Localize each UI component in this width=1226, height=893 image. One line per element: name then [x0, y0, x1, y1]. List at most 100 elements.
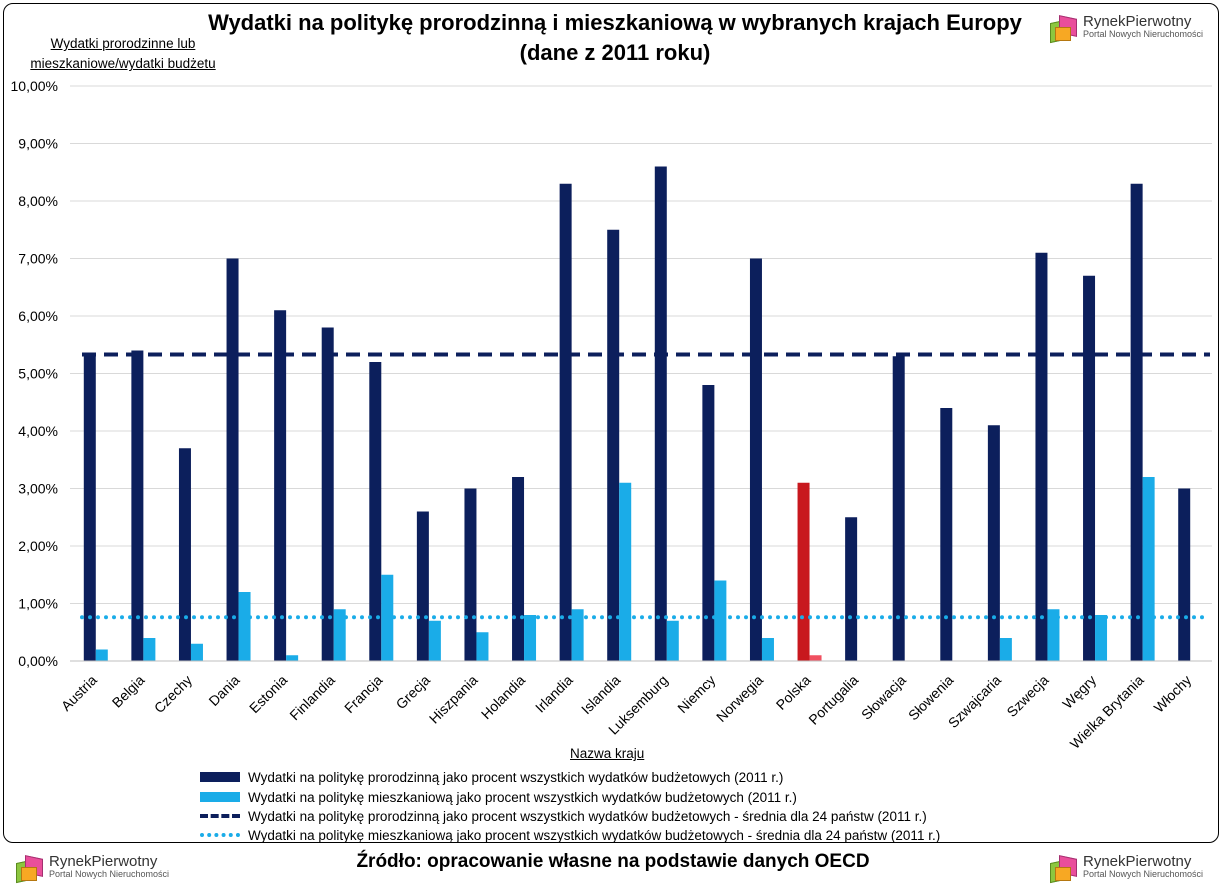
- bar-family: [226, 258, 239, 661]
- y-tick-label: 6,00%: [18, 308, 58, 324]
- bar-family: [464, 488, 477, 661]
- logo-cube-icon: [16, 855, 44, 884]
- x-tick-label: Włochy: [1151, 672, 1195, 716]
- bar-family: [702, 385, 715, 661]
- x-tick-label: Czechy: [151, 672, 195, 716]
- logo-name-a: Rynek: [1083, 853, 1126, 870]
- x-tick-label: Finlandia: [286, 672, 338, 724]
- bar-housing: [714, 580, 727, 661]
- bar-family: [892, 356, 905, 661]
- y-tick-label: 4,00%: [18, 423, 58, 439]
- bar-family: [607, 229, 620, 661]
- legend-item-family-spending: Wydatki na politykę prorodzinną jako pro…: [200, 768, 783, 786]
- bar-family: [845, 517, 858, 661]
- bar-family: [512, 477, 525, 661]
- y-tick-label: 10,00%: [11, 78, 58, 94]
- y-tick-label: 7,00%: [18, 251, 58, 267]
- x-tick-label: Austria: [58, 672, 100, 714]
- bar-housing: [999, 638, 1012, 661]
- logo-cube-icon: [1050, 855, 1078, 884]
- bar-family: [321, 327, 334, 661]
- logo-subtitle: Portal Nowych Nieruchomości: [1083, 29, 1204, 39]
- y-tick-label: 8,00%: [18, 193, 58, 209]
- bar-housing: [143, 638, 156, 661]
- legend-label-family-spending: Wydatki na politykę prorodzinną jako pro…: [248, 769, 784, 785]
- y-axis-label-line1: Wydatki prorodzinne lub: [50, 36, 196, 51]
- x-tick-label: Szwecja: [1003, 672, 1051, 720]
- bar-family: [1083, 275, 1096, 661]
- chart-frame: [3, 3, 1219, 843]
- y-tick-label: 1,00%: [18, 596, 58, 612]
- legend-swatch-housing-average: [200, 826, 240, 844]
- legend-label-family-average: Wydatki na politykę prorodzinną jako pro…: [248, 808, 927, 824]
- legend-item-family-average: Wydatki na politykę prorodzinną jako pro…: [200, 807, 927, 825]
- x-tick-label: Islandia: [578, 672, 624, 718]
- bar-housing: [286, 655, 299, 661]
- logo-name-b: Pierwotny: [91, 853, 158, 870]
- bar-housing: [238, 592, 251, 661]
- x-tick-label: Niemcy: [674, 672, 718, 716]
- y-axis-label-line2: mieszkaniowe/wydatki budżetu: [30, 56, 216, 71]
- legend-swatch-housing-spending: [200, 788, 240, 806]
- bar-family: [797, 482, 810, 661]
- y-tick-label: 9,00%: [18, 136, 58, 152]
- x-axis-label: Nazwa kraju: [570, 746, 645, 761]
- bar-housing: [476, 632, 489, 661]
- logo-name-b: Pierwotny: [1125, 13, 1192, 30]
- legend-label-housing-spending: Wydatki na politykę mieszkaniową jako pr…: [248, 789, 797, 805]
- bar-family: [369, 362, 382, 661]
- chart-title-line1: Wydatki na politykę prorodzinną i mieszk…: [208, 10, 1022, 35]
- x-tick-label: Grecja: [393, 672, 434, 713]
- logo-subtitle: Portal Nowych Nieruchomości: [49, 869, 170, 879]
- x-tick-label: Słowacja: [858, 672, 909, 723]
- y-tick-label: 5,00%: [18, 366, 58, 382]
- logo-subtitle: Portal Nowych Nieruchomości: [1083, 869, 1204, 879]
- bar-family: [987, 425, 1000, 661]
- bar-housing: [190, 643, 203, 661]
- x-tick-label: Hiszpania: [426, 672, 481, 727]
- bar-housing: [1142, 477, 1155, 661]
- legend-swatch-family-spending: [200, 768, 240, 786]
- legend-item-housing-average: Wydatki na politykę mieszkaniową jako pr…: [200, 826, 940, 844]
- x-tick-label: Polska: [773, 672, 814, 713]
- y-tick-label: 0,00%: [18, 653, 58, 669]
- legend-swatch-family-average: [200, 807, 240, 825]
- x-tick-label: Holandia: [478, 672, 529, 723]
- bar-family: [749, 258, 762, 661]
- bar-family: [178, 448, 191, 661]
- bar-family: [1035, 252, 1048, 661]
- bar-family: [83, 356, 96, 661]
- bar-housing: [1047, 609, 1060, 661]
- x-tick-label: Belgia: [109, 672, 148, 711]
- bar-housing: [524, 615, 537, 661]
- logo-name-a: Rynek: [49, 853, 92, 870]
- legend-item-housing-spending: Wydatki na politykę mieszkaniową jako pr…: [200, 788, 797, 806]
- bar-family: [416, 511, 429, 661]
- bar-family: [274, 310, 287, 661]
- bar-housing: [95, 649, 108, 661]
- bar-family: [654, 166, 667, 661]
- x-tick-label: Portugalia: [805, 672, 861, 728]
- x-tick-label: Norwegia: [713, 672, 766, 725]
- bar-family: [131, 350, 144, 661]
- logo-cube-icon: [1050, 15, 1078, 44]
- chart-title: Wydatki na politykę prorodzinną i mieszk…: [150, 8, 1080, 68]
- bar-family: [940, 408, 953, 661]
- logo-bottom-right: RynekPierwotny Portal Nowych Nieruchomoś…: [1050, 853, 1204, 884]
- y-tick-label: 2,00%: [18, 538, 58, 554]
- bar-housing: [761, 638, 774, 661]
- bar-family: [1178, 488, 1191, 661]
- x-tick-label: Dania: [205, 672, 242, 709]
- legend-label-housing-average: Wydatki na politykę mieszkaniową jako pr…: [248, 827, 941, 843]
- x-tick-label: Irlandia: [532, 672, 576, 716]
- bar-housing: [809, 655, 822, 661]
- x-tick-label: Estonia: [246, 672, 290, 716]
- bar-housing: [333, 609, 346, 661]
- logo-top-right: RynekPierwotny Portal Nowych Nieruchomoś…: [1050, 13, 1204, 44]
- bar-housing: [571, 609, 584, 661]
- bar-housing: [1095, 615, 1108, 661]
- bar-housing: [666, 620, 679, 661]
- y-tick-label: 3,00%: [18, 481, 58, 497]
- logo-bottom-left: RynekPierwotny Portal Nowych Nieruchomoś…: [16, 853, 170, 884]
